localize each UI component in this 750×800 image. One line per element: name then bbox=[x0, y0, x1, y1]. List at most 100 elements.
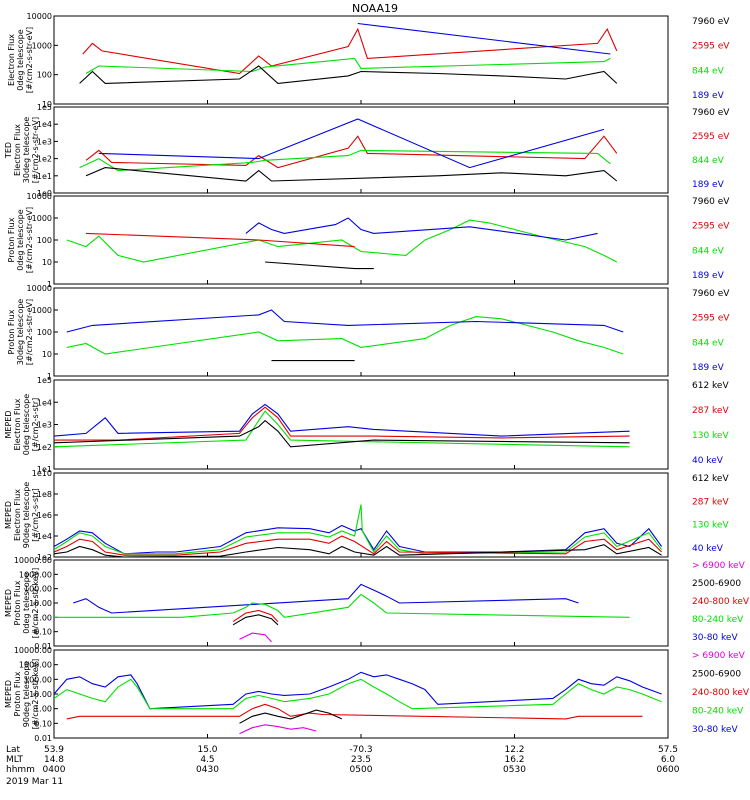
series-green bbox=[54, 504, 663, 555]
y-tick-label: 10000 bbox=[27, 192, 52, 201]
y-axis-label-line: [#/cm2-s-str] bbox=[31, 398, 40, 451]
footer-time-value: 0430 bbox=[196, 765, 219, 775]
series-green bbox=[66, 316, 624, 355]
series-blue bbox=[54, 403, 630, 437]
series-red bbox=[66, 703, 643, 720]
series-green bbox=[54, 678, 662, 710]
series-green bbox=[79, 149, 611, 172]
y-tick-label: 100.00 bbox=[24, 585, 52, 594]
panel-5: 1e2 1e4 1e6 1e8 1e10 MEPED Electron Flux 90deg … bbox=[4, 469, 729, 562]
y-axis-label-line: [#/cm2-s-str-eV] bbox=[25, 299, 34, 365]
legend-entry: 189 eV bbox=[692, 271, 725, 281]
y-tick-label: 1000.00 bbox=[19, 570, 52, 579]
y-axis-label-line: MEPED bbox=[4, 411, 13, 439]
legend-entry: 30-80 keV bbox=[692, 633, 738, 643]
y-tick-label: 1e5 bbox=[37, 376, 52, 385]
footer-mlt-value: 4.5 bbox=[200, 755, 214, 765]
series-green bbox=[66, 219, 618, 263]
legend-entry: 2595 eV bbox=[692, 132, 730, 142]
footer-lat-value: 57.5 bbox=[658, 745, 678, 755]
y-axis-label-line: 90deg telescope bbox=[22, 661, 31, 728]
legend-entry: 2595 eV bbox=[692, 314, 730, 324]
series-magenta bbox=[239, 724, 317, 735]
footer-row-label-hhmm: hhmm bbox=[6, 765, 35, 775]
footer-lat-value: 53.9 bbox=[44, 745, 64, 755]
legend-entry: 189 eV bbox=[692, 363, 725, 373]
legend-entry: 240-800 keV bbox=[692, 688, 750, 698]
footer-lat-value: 15.0 bbox=[197, 745, 217, 755]
series-blue bbox=[54, 671, 662, 710]
footer-lat-value: 12.2 bbox=[504, 745, 524, 755]
y-tick-label: 1000 bbox=[32, 306, 52, 315]
y-axis-label-line: 0deg telescope bbox=[22, 394, 31, 455]
y-tick-label: 1e4 bbox=[37, 120, 52, 129]
y-tick-label: 100 bbox=[37, 236, 52, 245]
legend-entry: 287 keV bbox=[692, 406, 729, 416]
y-tick-label: 10 bbox=[42, 100, 52, 109]
y-tick-label: 1e2 bbox=[37, 443, 52, 452]
panel-frame bbox=[53, 379, 669, 470]
y-tick-label: 10000 bbox=[27, 12, 52, 21]
y-tick-label: 1000 bbox=[32, 214, 52, 223]
legend-entry: 2500-6900 bbox=[692, 579, 741, 589]
y-tick-label: 10000 bbox=[27, 284, 52, 293]
y-axis-label-line: 0deg telescope bbox=[22, 572, 31, 633]
series-black bbox=[54, 419, 630, 448]
panel-2: 1 10 100 1000 10000 Proton Flux 0deg telescope… bbox=[7, 192, 730, 289]
footer-mlt-value: 6.0 bbox=[661, 755, 676, 765]
y-axis-label-line: [#/cm2-s-str-eV] bbox=[31, 117, 40, 183]
y-axis-label-line: Electron Flux bbox=[13, 124, 22, 176]
legend-entry: 130 keV bbox=[692, 521, 729, 531]
panel-frame bbox=[53, 195, 669, 285]
y-tick-label: 1e2 bbox=[37, 553, 52, 562]
series-red bbox=[54, 406, 630, 441]
series-black bbox=[79, 65, 618, 84]
series-blue bbox=[357, 22, 611, 55]
y-axis-label-line: 90deg telescope bbox=[22, 482, 31, 549]
series-magenta bbox=[239, 632, 272, 643]
series-black bbox=[85, 167, 618, 182]
series-red bbox=[85, 135, 618, 169]
legend-entry: 80-240 keV bbox=[692, 707, 744, 717]
panel-frame bbox=[53, 649, 669, 739]
series-black bbox=[54, 544, 662, 557]
series-blue bbox=[245, 217, 598, 241]
y-tick-label: 1e1 bbox=[37, 172, 52, 181]
footer-lat-value: -70.3 bbox=[349, 745, 372, 755]
y-axis-label-line: MEPED bbox=[4, 680, 13, 708]
series-green bbox=[85, 57, 611, 74]
series-blue bbox=[98, 118, 605, 169]
footer-row-label-lat: Lat bbox=[6, 745, 21, 755]
y-tick-label: 1e4 bbox=[37, 532, 52, 541]
legend-entry: 2500-6900 bbox=[692, 670, 741, 680]
y-tick-label: 1e6 bbox=[37, 511, 52, 520]
series-blue bbox=[66, 309, 624, 333]
y-tick-label: 0.01 bbox=[34, 642, 52, 651]
y-tick-label: 1e5 bbox=[37, 103, 52, 112]
y-tick-label: 1e4 bbox=[37, 398, 52, 407]
legend-entry: 844 eV bbox=[692, 246, 725, 256]
panel-3: 1 10 100 1000 10000 Proton Flux 30deg telescop… bbox=[7, 284, 730, 381]
y-axis-label-line: 0deg telescope bbox=[16, 29, 25, 90]
y-tick-label: 1000.00 bbox=[19, 661, 52, 670]
panel-frame bbox=[53, 287, 669, 377]
y-axis-label-line: 30deg telescope bbox=[16, 299, 25, 366]
figure-title: NOAA19 bbox=[352, 2, 398, 15]
y-tick-label: 1e10 bbox=[32, 469, 52, 478]
y-axis-label-line: MEPED bbox=[4, 589, 13, 617]
legend-entry: 189 eV bbox=[692, 180, 725, 190]
y-tick-label: 1e3 bbox=[37, 421, 52, 430]
legend-entry: 7960 eV bbox=[692, 197, 730, 207]
y-tick-label: 1.00 bbox=[34, 613, 52, 622]
y-tick-label: 10000.00 bbox=[14, 556, 52, 565]
legend-entry: 287 keV bbox=[692, 497, 729, 507]
y-axis-label-line: MEPED bbox=[4, 501, 13, 529]
panel-7: 0.01 0.10 1.00 10.00 100.00 1000.00 10000.00 ME… bbox=[4, 646, 750, 743]
legend-entry: 2595 eV bbox=[692, 222, 730, 232]
y-axis-label-line: [#/cm2-s-str-eV] bbox=[25, 207, 34, 273]
legend-entry: 612 keV bbox=[692, 381, 729, 391]
series-green bbox=[54, 593, 630, 618]
footer-date: 2019 Mar 11 bbox=[6, 777, 63, 787]
y-tick-label: 1e1 bbox=[37, 465, 52, 474]
